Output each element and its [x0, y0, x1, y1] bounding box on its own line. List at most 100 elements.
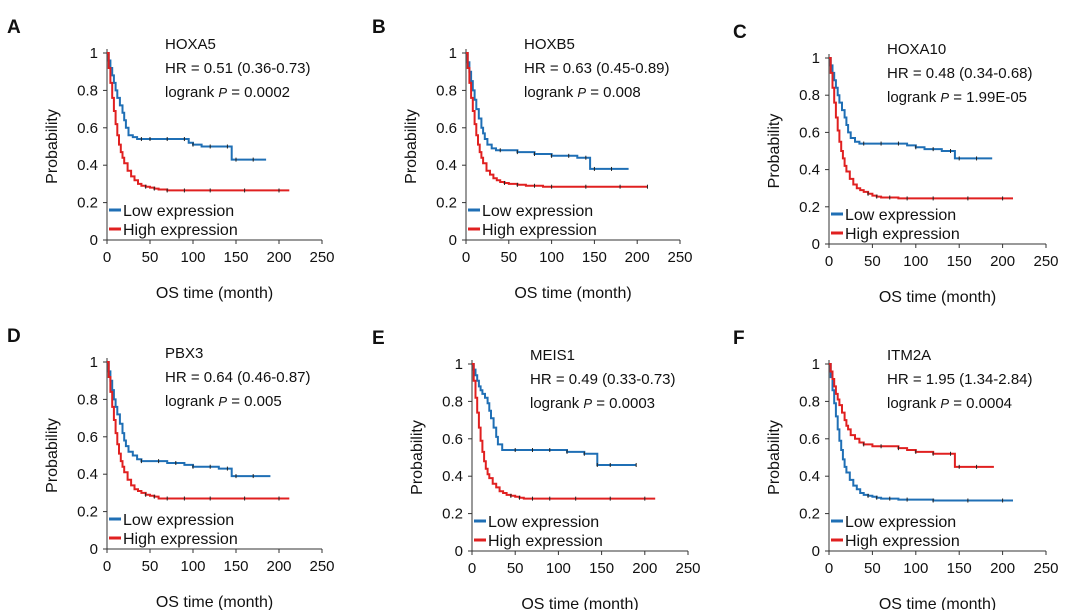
x-tick-label: 50	[864, 253, 881, 270]
panel-letter: D	[7, 326, 21, 347]
x-tick-label: 150	[589, 560, 614, 577]
gene-name: HOXA5	[165, 36, 216, 53]
y-tick-label: 0.6	[77, 120, 98, 137]
gene-name: HOXB5	[524, 36, 575, 53]
x-tick-label: 0	[825, 253, 833, 270]
x-axis-label: OS time (month)	[156, 594, 273, 610]
y-tick-label: 0.2	[799, 199, 820, 216]
y-tick-label: 0.2	[436, 195, 457, 212]
legend-entry: High expression	[123, 222, 238, 239]
x-tick-label: 0	[462, 249, 470, 266]
legend-entry: High expression	[482, 222, 597, 239]
x-tick-label: 150	[582, 249, 607, 266]
y-tick-label: 0	[812, 543, 820, 560]
y-tick-label: 0.4	[77, 157, 98, 174]
legend-entry: High expression	[123, 531, 238, 548]
panel-letter: B	[372, 17, 386, 38]
y-tick-label: 0.8	[436, 82, 457, 99]
y-tick-label: 0.6	[799, 431, 820, 448]
y-tick-label: 0.4	[799, 468, 820, 485]
high-expression-curve	[829, 57, 1013, 200]
gene-name: PBX3	[165, 345, 203, 362]
panel-letter: C	[733, 22, 747, 43]
y-tick-label: 0.8	[77, 391, 98, 408]
logrank-p-value: logrank P = 0.0003	[530, 395, 655, 412]
legend-entry: Low expression	[845, 514, 956, 531]
x-tick-label: 150	[223, 249, 248, 266]
y-tick-label: 1	[90, 45, 98, 62]
x-tick-label: 250	[667, 249, 692, 266]
x-tick-label: 250	[1033, 560, 1058, 577]
y-tick-label: 1	[455, 356, 463, 373]
hazard-ratio: HR = 0.48 (0.34-0.68)	[887, 65, 1033, 82]
x-tick-label: 50	[142, 249, 159, 266]
y-tick-label: 0.4	[77, 466, 98, 483]
high-expression-curve	[472, 363, 656, 500]
y-tick-label: 0.2	[77, 504, 98, 521]
x-tick-label: 250	[1033, 253, 1058, 270]
y-tick-label: 0.6	[436, 120, 457, 137]
y-tick-label: 0.6	[442, 431, 463, 448]
km-panel-c: C 0 0.2 0.4 0.6 0.8 1 0 50 100 150 200 250 OS time (m…	[733, 22, 1059, 306]
x-axis-label: OS time (month)	[156, 285, 273, 302]
low-expression-curve	[466, 52, 629, 170]
km-panel-b: B 0 0.2 0.4 0.6 0.8 1 0 50 100 150 200 250 OS time (m…	[372, 17, 693, 302]
x-tick-label: 100	[903, 560, 928, 577]
logrank-p-value: logrank P = 0.005	[165, 393, 282, 410]
y-tick-label: 1	[90, 354, 98, 371]
x-tick-label: 0	[468, 560, 476, 577]
y-tick-label: 0.6	[77, 429, 98, 446]
y-tick-label: 0	[90, 541, 98, 558]
logrank-p-value: logrank P = 1.99E-05	[887, 89, 1027, 106]
hazard-ratio: HR = 0.49 (0.33-0.73)	[530, 371, 676, 388]
legend-entry: High expression	[845, 533, 960, 550]
high-expression-curve	[466, 52, 648, 188]
gene-name: MEIS1	[530, 347, 575, 364]
y-axis-label: Probability	[766, 420, 783, 495]
x-tick-label: 250	[675, 560, 700, 577]
km-panel-a: A 0 0.2 0.4 0.6 0.8 1 0 50 100 150 200 250 OS time (m…	[7, 17, 335, 302]
y-tick-label: 1	[812, 356, 820, 373]
y-tick-label: 0.8	[77, 82, 98, 99]
x-axis-label: OS time (month)	[521, 596, 638, 610]
legend-entry: High expression	[488, 533, 603, 550]
y-axis-label: Probability	[766, 114, 783, 189]
x-tick-label: 200	[625, 249, 650, 266]
y-tick-label: 1	[449, 45, 457, 62]
y-tick-label: 0	[90, 232, 98, 249]
y-axis-label: Probability	[403, 109, 420, 184]
km-panel-e: E 0 0.2 0.4 0.6 0.8 1 0 50 100 150 200 250 OS time (m…	[372, 328, 701, 610]
x-tick-label: 150	[223, 558, 248, 575]
high-expression-curve	[107, 361, 290, 500]
x-tick-label: 100	[546, 560, 571, 577]
y-tick-label: 0	[455, 543, 463, 560]
x-tick-label: 50	[864, 560, 881, 577]
y-tick-label: 0.2	[77, 195, 98, 212]
y-tick-label: 0.2	[442, 506, 463, 523]
logrank-p-value: logrank P = 0.0002	[165, 84, 290, 101]
y-tick-label: 0.8	[442, 393, 463, 410]
y-axis-label: Probability	[409, 420, 426, 495]
y-tick-label: 0.8	[799, 393, 820, 410]
gene-name: HOXA10	[887, 41, 946, 58]
x-tick-label: 100	[180, 249, 205, 266]
hazard-ratio: HR = 0.63 (0.45-0.89)	[524, 60, 670, 77]
y-tick-label: 0.4	[442, 468, 463, 485]
hazard-ratio: HR = 1.95 (1.34-2.84)	[887, 371, 1033, 388]
x-tick-label: 50	[142, 558, 159, 575]
y-tick-label: 0.4	[799, 162, 820, 179]
y-axis-label: Probability	[44, 418, 61, 493]
x-tick-label: 200	[990, 253, 1015, 270]
legend-entry: Low expression	[123, 203, 234, 220]
legend-entry: Low expression	[488, 514, 599, 531]
x-tick-label: 150	[947, 253, 972, 270]
legend-entry: High expression	[845, 226, 960, 243]
x-tick-label: 0	[825, 560, 833, 577]
x-tick-label: 50	[500, 249, 517, 266]
y-tick-label: 0.2	[799, 506, 820, 523]
legend-entry: Low expression	[845, 207, 956, 224]
x-tick-label: 250	[309, 558, 334, 575]
km-panel-d: D 0 0.2 0.4 0.6 0.8 1 0 50 100 150 200 250 OS time (m…	[7, 326, 335, 610]
x-tick-label: 250	[309, 249, 334, 266]
x-axis-label: OS time (month)	[514, 285, 631, 302]
